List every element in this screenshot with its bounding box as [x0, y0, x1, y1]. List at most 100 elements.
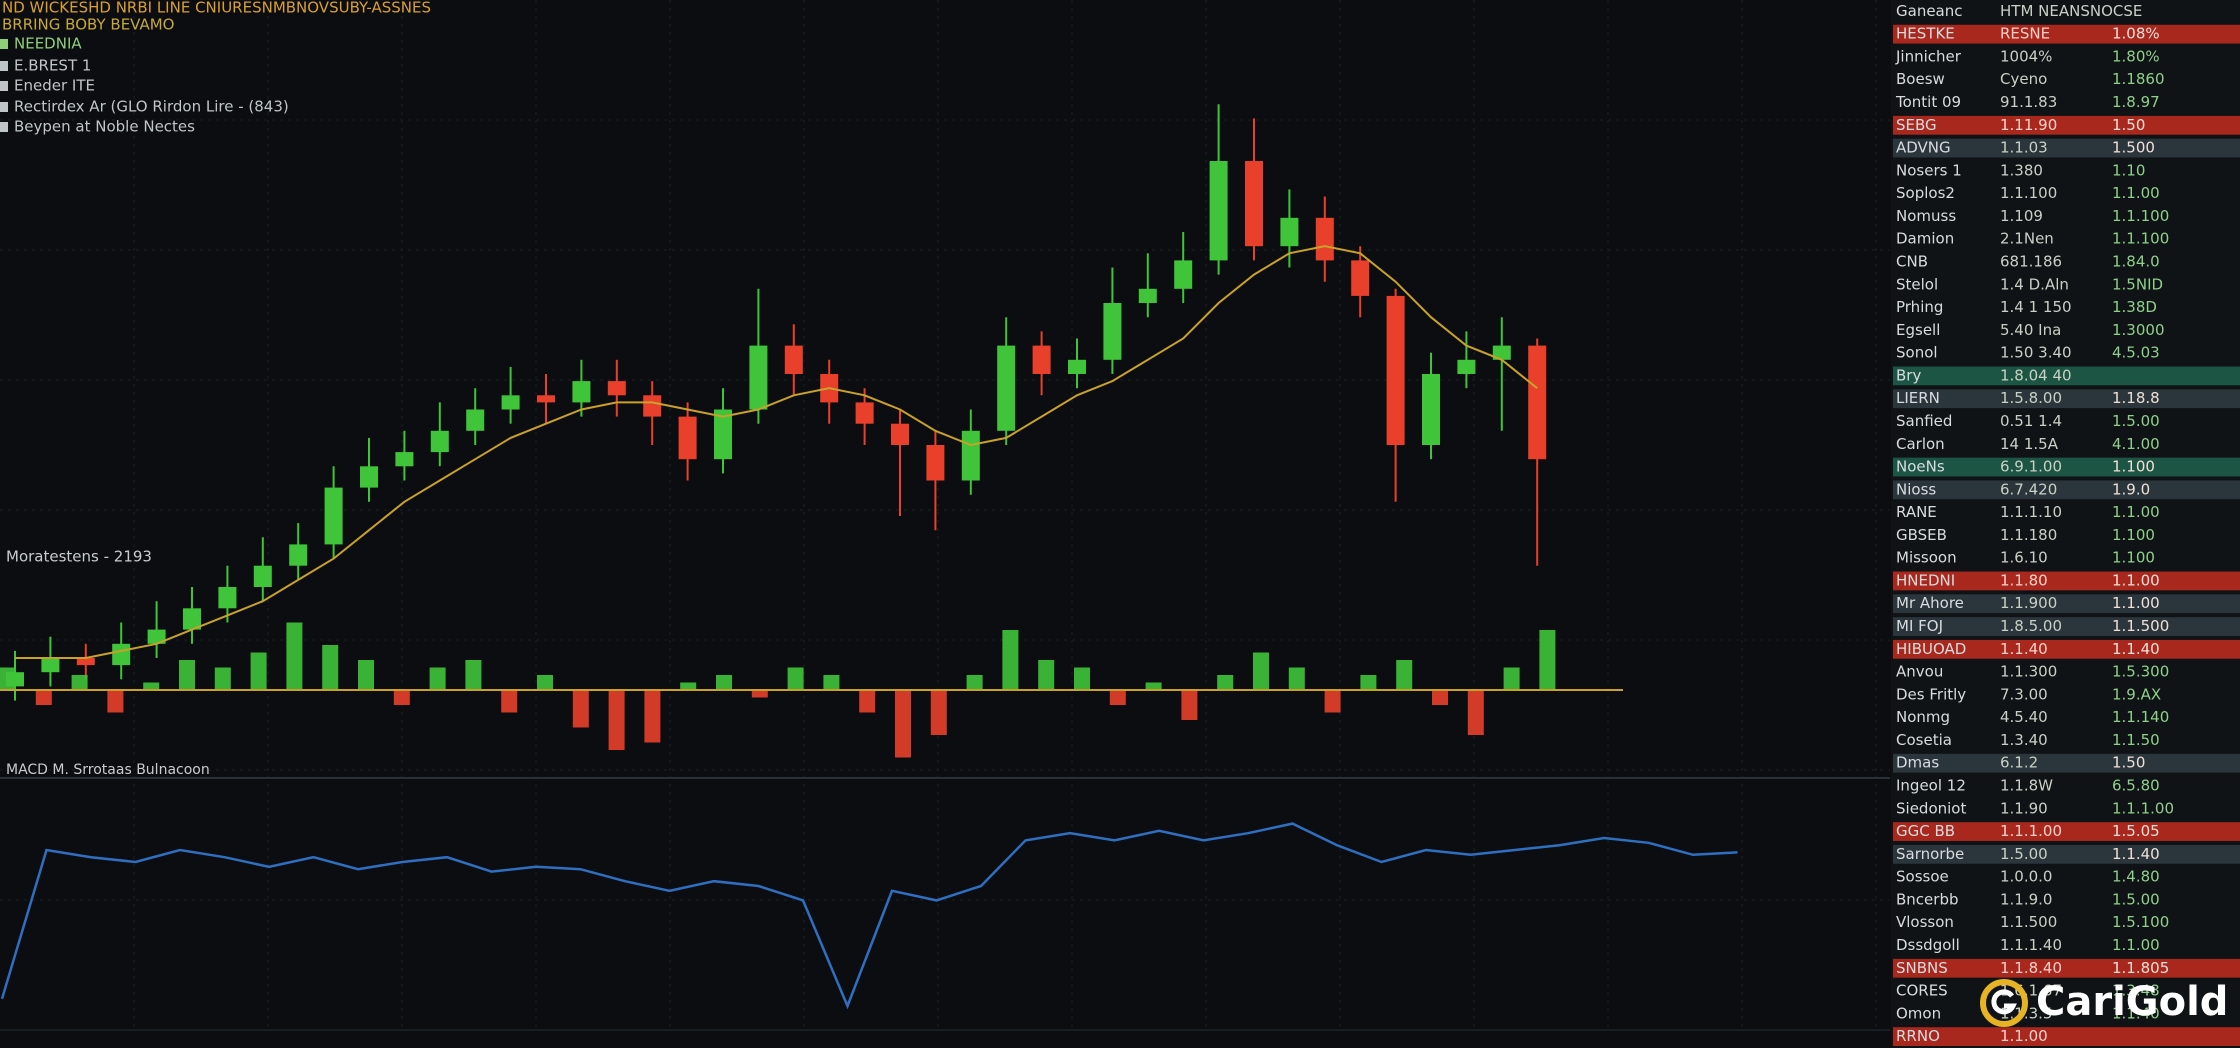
candle-body	[466, 409, 485, 431]
row-highlight	[1893, 457, 2240, 477]
row-change: 1.1.00	[2112, 936, 2160, 954]
row-change: 1.1.00	[2112, 594, 2160, 612]
row-label: CORES	[1896, 982, 1948, 1000]
logo-ring	[1980, 979, 2028, 1027]
row-highlight	[1893, 753, 2240, 773]
candle-body	[1138, 288, 1157, 303]
candle-body	[147, 629, 166, 644]
row-highlight	[1893, 480, 2240, 500]
row-value: 1.6.10	[2000, 549, 2048, 567]
histogram-bar	[1109, 690, 1126, 705]
histogram-bar	[572, 690, 589, 728]
row-label: Des Fritly	[1896, 685, 1966, 703]
row-change: 1.3.48	[2112, 982, 2160, 1000]
row-highlight	[1893, 617, 2240, 636]
candle-body	[501, 395, 520, 410]
legend-text: Eneder ITE	[14, 77, 95, 95]
row-change: 4.5.03	[2112, 344, 2160, 362]
candle-body	[1103, 303, 1122, 360]
legend-text: E.BREST 1	[14, 57, 91, 75]
histogram-bar	[71, 675, 88, 690]
row-value: 1.109	[2000, 207, 2043, 225]
row-label: Nonmg	[1896, 708, 1950, 726]
histogram-bar	[179, 660, 195, 690]
row-label: Carlon	[1896, 435, 1945, 453]
row-value: 1.1.8.40	[2000, 959, 2062, 977]
histogram-bar	[966, 675, 983, 690]
candle-body	[961, 430, 980, 481]
macd-label: MACD M. Srrotaas Bulnacoon	[6, 762, 210, 778]
row-change: 1.1.805	[2112, 959, 2169, 977]
histogram-bar	[393, 690, 410, 705]
row-label: HNEDNI	[1896, 571, 1955, 589]
row-change: 1.1.40	[2112, 1004, 2160, 1022]
histogram-bar	[1038, 660, 1055, 690]
row-value: 1.1.90	[2000, 799, 2048, 817]
row-value: 14 1.5A	[2000, 435, 2059, 453]
row-change: 1.80%	[2112, 47, 2160, 65]
row-label: GGC BB	[1896, 822, 1955, 840]
candle-body	[76, 658, 95, 666]
row-value: 1.5.8.00	[2000, 389, 2062, 407]
grid	[0, 0, 1890, 1030]
row-label: GBSEB	[1896, 526, 1947, 544]
row-label: Sossoe	[1896, 868, 1949, 886]
row-label: Ganeanc	[1896, 2, 1963, 20]
row-change: 1.5NID	[2112, 275, 2163, 293]
histogram-bar	[751, 690, 768, 698]
row-change: 1.9.0	[2112, 480, 2150, 498]
candle-body	[714, 409, 732, 460]
histogram-bar	[716, 675, 732, 690]
row-value: 1.50 3.40	[2000, 344, 2072, 362]
candle-body	[41, 658, 60, 673]
candle-body	[997, 345, 1016, 431]
candle-body	[1315, 217, 1334, 261]
histogram-bar	[143, 682, 160, 690]
candle-body	[1351, 260, 1370, 296]
candle-body	[1457, 359, 1476, 374]
row-change: 1.100	[2112, 549, 2155, 567]
row-change: 1.500	[2112, 139, 2155, 157]
row-change: 1.50	[2112, 116, 2145, 134]
legend-text: Beypen at Noble Nectes	[14, 118, 195, 136]
candle-body	[289, 544, 308, 566]
row-value: 1.1.300	[2000, 663, 2057, 681]
row-value: 1.1.500	[2000, 913, 2057, 931]
row-label: Anvou	[1896, 663, 1943, 681]
row-highlight	[1893, 571, 2240, 591]
candle-body	[1386, 295, 1405, 445]
histogram-bar	[35, 690, 52, 705]
row-value: 7.3.00	[2000, 685, 2048, 703]
row-highlight	[1893, 958, 2240, 978]
candle-body	[112, 643, 131, 666]
histogram-bar	[1074, 667, 1090, 690]
row-change: 1.18.8	[2112, 389, 2160, 407]
row-value: 1.1.100	[2000, 184, 2057, 202]
candle-body	[1245, 161, 1263, 247]
logo-g	[1991, 989, 2017, 1015]
histogram-bar	[1002, 630, 1019, 690]
row-value: 1.1.9.0	[2000, 890, 2052, 908]
row-change: 1.1.40	[2112, 845, 2160, 863]
row-change: 1.1.50	[2112, 731, 2160, 749]
histogram-bar	[501, 690, 518, 713]
row-label: Sarnorbe	[1896, 845, 1964, 863]
candle-body	[1492, 345, 1511, 360]
row-label: SEBG	[1896, 116, 1937, 134]
histogram-bar	[286, 622, 303, 690]
row-label: MI FOJ	[1896, 617, 1943, 635]
row-change: 1.1.500	[2112, 617, 2169, 635]
histogram-bar	[859, 690, 876, 713]
row-label: Missoon	[1896, 549, 1957, 567]
histogram-bar	[644, 690, 661, 743]
row-change: 6.5.80	[2112, 777, 2160, 795]
row-label: Mr Ahore	[1896, 594, 1964, 612]
study-label: Moratestens - 2193	[6, 548, 152, 566]
row-highlight	[1893, 594, 2240, 614]
row-label: Bry	[1896, 366, 1921, 384]
row-value: 6.1.2	[2000, 754, 2038, 772]
row-change: 1.5.00	[2112, 412, 2160, 430]
row-value: RESNE	[2000, 25, 2050, 43]
